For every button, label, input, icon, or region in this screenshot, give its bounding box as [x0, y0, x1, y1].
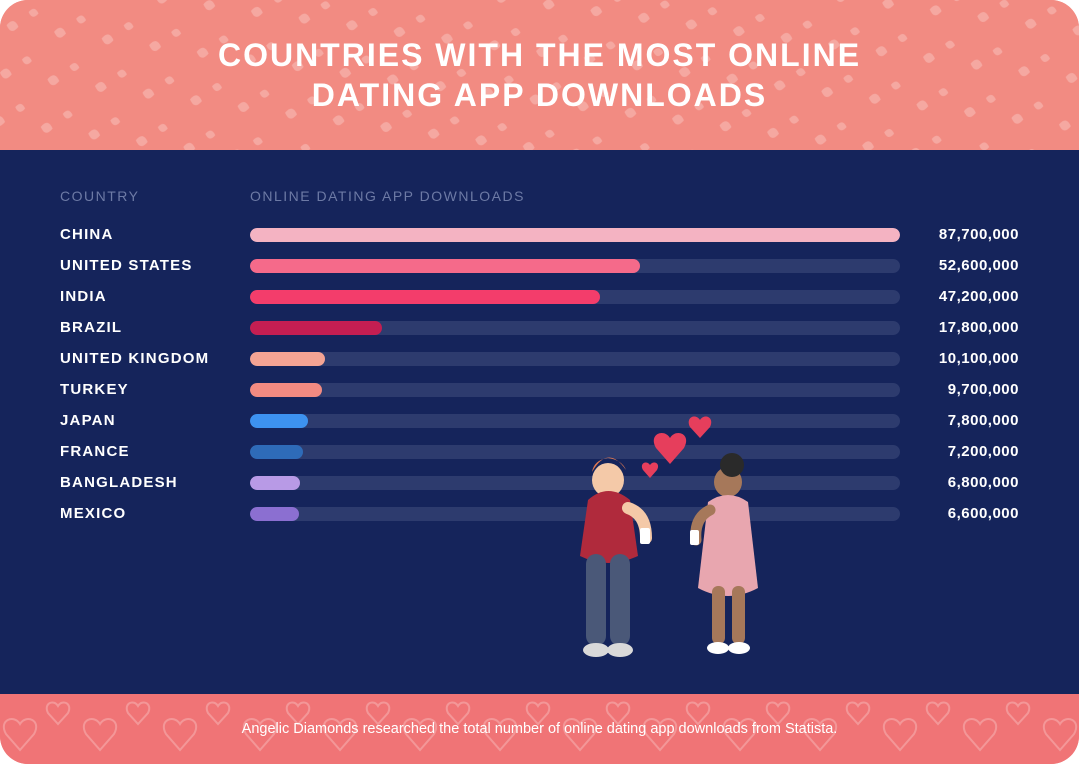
row-value: 47,200,000: [900, 288, 1019, 305]
chart-area: COUNTRY ONLINE DATING APP DOWNLOADS CHIN…: [0, 150, 1079, 694]
row-country-label: CHINA: [60, 226, 250, 243]
row-country-label: BRAZIL: [60, 319, 250, 336]
bar-fill: [250, 414, 308, 428]
bar-fill: [250, 383, 322, 397]
row-value: 9,700,000: [900, 381, 1019, 398]
bar-track: [250, 321, 900, 335]
bar-track: [250, 352, 900, 366]
bar-row: CHINA 87,700,000: [60, 226, 1019, 243]
infographic-card: COUNTRIES WITH THE MOST ONLINEDATING APP…: [0, 0, 1079, 764]
row-value: 6,800,000: [900, 474, 1019, 491]
bar-row: MEXICO 6,600,000: [60, 505, 1019, 522]
row-country-label: TURKEY: [60, 381, 250, 398]
column-headers: COUNTRY ONLINE DATING APP DOWNLOADS: [60, 188, 1019, 204]
row-country-label: FRANCE: [60, 443, 250, 460]
bar-fill: [250, 445, 303, 459]
row-country-label: UNITED KINGDOM: [60, 350, 250, 367]
bar-fill: [250, 321, 382, 335]
row-value: 52,600,000: [900, 257, 1019, 274]
footer: Angelic Diamonds researched the total nu…: [0, 694, 1079, 764]
bar-row: FRANCE 7,200,000: [60, 443, 1019, 460]
col-header-metric: ONLINE DATING APP DOWNLOADS: [250, 188, 1019, 204]
row-value: 17,800,000: [900, 319, 1019, 336]
row-value: 10,100,000: [900, 350, 1019, 367]
bar-row: INDIA 47,200,000: [60, 288, 1019, 305]
bar-fill: [250, 290, 600, 304]
row-country-label: INDIA: [60, 288, 250, 305]
bar-fill: [250, 507, 299, 521]
bar-row: BANGLADESH 6,800,000: [60, 474, 1019, 491]
bar-track: [250, 414, 900, 428]
bar-track: [250, 476, 900, 490]
row-country-label: JAPAN: [60, 412, 250, 429]
row-value: 87,700,000: [900, 226, 1019, 243]
bar-row: JAPAN 7,800,000: [60, 412, 1019, 429]
row-country-label: UNITED STATES: [60, 257, 250, 274]
bar-row: BRAZIL 17,800,000: [60, 319, 1019, 336]
row-value: 7,800,000: [900, 412, 1019, 429]
page-title: COUNTRIES WITH THE MOST ONLINEDATING APP…: [218, 35, 861, 115]
bar-track: [250, 290, 900, 304]
bar-track: [250, 259, 900, 273]
footer-text: Angelic Diamonds researched the total nu…: [242, 721, 838, 737]
bar-track: [250, 507, 900, 521]
col-header-country: COUNTRY: [60, 188, 250, 204]
header: COUNTRIES WITH THE MOST ONLINEDATING APP…: [0, 0, 1079, 150]
bar-fill: [250, 476, 300, 490]
bar-fill: [250, 352, 325, 366]
row-country-label: MEXICO: [60, 505, 250, 522]
row-country-label: BANGLADESH: [60, 474, 250, 491]
row-value: 7,200,000: [900, 443, 1019, 460]
bar-track: [250, 445, 900, 459]
bar-fill: [250, 259, 640, 273]
row-value: 6,600,000: [900, 505, 1019, 522]
bar-row: TURKEY 9,700,000: [60, 381, 1019, 398]
bar-track: [250, 228, 900, 242]
bar-track: [250, 383, 900, 397]
bar-row: UNITED KINGDOM 10,100,000: [60, 350, 1019, 367]
bar-rows: CHINA 87,700,000 UNITED STATES 52,600,000 IN…: [60, 226, 1019, 522]
bar-fill: [250, 228, 900, 242]
bar-row: UNITED STATES 52,600,000: [60, 257, 1019, 274]
